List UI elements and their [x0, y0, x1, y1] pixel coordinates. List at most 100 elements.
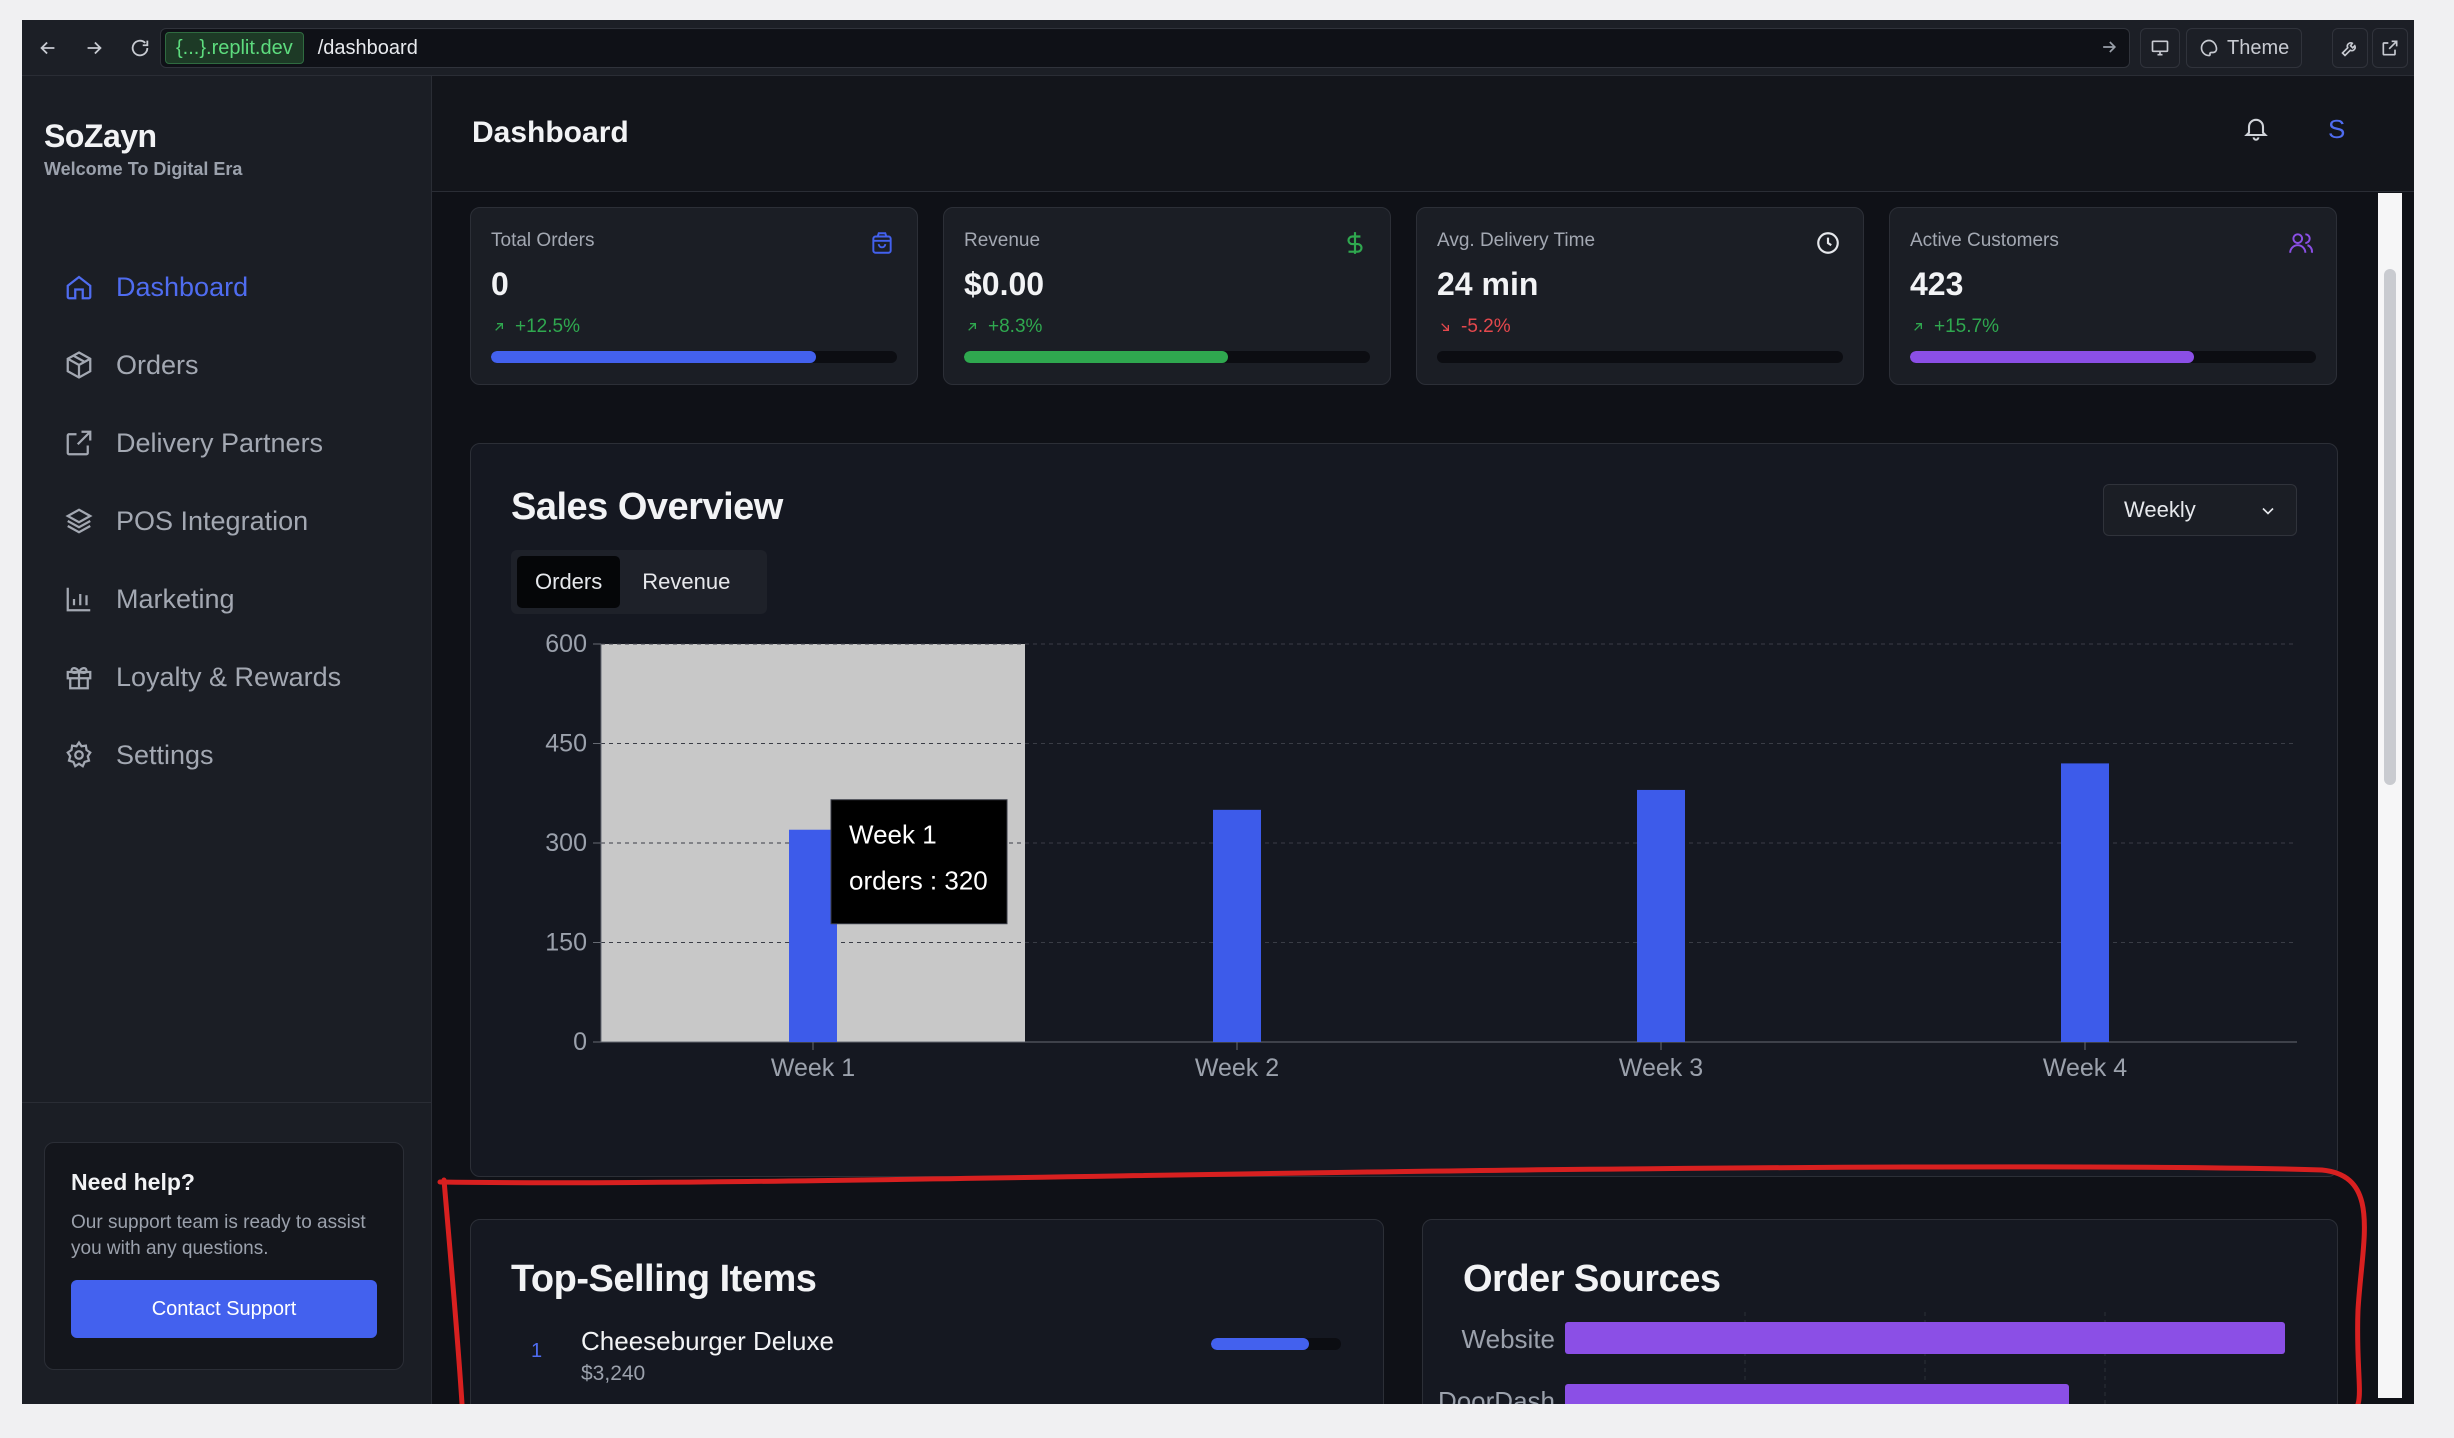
- open-new-tab-button[interactable]: [2372, 28, 2408, 68]
- bar-week-2: [1213, 809, 1261, 1042]
- trend-up-icon: [968, 323, 976, 331]
- tab-revenue[interactable]: Revenue: [642, 569, 731, 594]
- order-sources-chart: Website DoorDash: [1438, 1312, 2285, 1404]
- sidebar-item-label: Loyalty & Rewards: [116, 661, 342, 692]
- sales-title: Sales Overview: [511, 486, 783, 528]
- help-title: Need help?: [71, 1169, 195, 1195]
- tools-button[interactable]: [2332, 28, 2368, 68]
- source-bar: [1565, 1322, 2285, 1354]
- external-link-icon: [62, 426, 96, 460]
- stat-card-total-orders: Total Orders 0 +12.5%: [470, 207, 918, 385]
- x-tick-label: Week 2: [1195, 1054, 1279, 1082]
- top-selling-title: Top-Selling Items: [511, 1258, 817, 1300]
- sidebar-item-dashboard[interactable]: Dashboard: [22, 248, 432, 326]
- devtools-button[interactable]: [2140, 28, 2180, 68]
- sidebar-item-delivery-partners[interactable]: Delivery Partners: [22, 404, 432, 482]
- y-tick-label: 150: [545, 929, 587, 957]
- back-arrow-icon[interactable]: [28, 28, 68, 68]
- stat-label: Avg. Delivery Time: [1437, 230, 1596, 251]
- bar-week-4: [2061, 763, 2109, 1042]
- brand: SoZayn Welcome To Digital Era: [44, 118, 242, 180]
- y-tick-label: 300: [545, 829, 587, 857]
- y-tick-label: 600: [545, 634, 587, 658]
- sidebar-item-label: Marketing: [116, 583, 235, 614]
- sidebar: SoZayn Welcome To Digital Era Dashboard …: [22, 76, 432, 1404]
- stat-progress: [1437, 351, 1843, 363]
- item-share-bar: [1211, 1338, 1341, 1350]
- tooltip-value: orders : 320: [849, 866, 988, 896]
- home-icon: [62, 270, 96, 304]
- palette-icon: [2200, 39, 2218, 57]
- stat-progress: [1910, 351, 2316, 363]
- stat-progress: [491, 351, 897, 363]
- forward-arrow-icon[interactable]: [74, 28, 114, 68]
- scrollbar-thumb[interactable]: [2384, 269, 2396, 785]
- go-arrow-icon[interactable]: [2099, 37, 2119, 62]
- chart-tabs: Orders Revenue: [511, 550, 767, 614]
- contact-support-button[interactable]: Contact Support: [71, 1280, 377, 1338]
- external-link-icon: [2382, 40, 2398, 56]
- stat-change-value: +15.7%: [1934, 316, 1999, 337]
- item-price: $3,240: [581, 1362, 646, 1385]
- stat-value: 24 min: [1437, 266, 1539, 302]
- url-path: /dashboard: [317, 36, 418, 59]
- package-icon: [62, 348, 96, 382]
- scrollbar[interactable]: [2378, 193, 2402, 1398]
- sidebar-nav: Dashboard Orders Delivery Partners POS I…: [22, 248, 432, 794]
- bar-week-1: [789, 829, 837, 1042]
- sidebar-item-loyalty-rewards[interactable]: Loyalty & Rewards: [22, 638, 432, 716]
- trend-up-icon: [495, 323, 503, 331]
- stat-change: -5.2%: [1437, 316, 1511, 338]
- help-text: Our support team is ready to assist you …: [71, 1212, 366, 1259]
- browser-window: {...}.replit.dev /dashboard Theme SoZayn…: [22, 20, 2414, 1404]
- period-select-value: Weekly: [2124, 497, 2196, 522]
- brand-name: SoZayn: [44, 118, 157, 154]
- period-select[interactable]: Weekly: [2103, 484, 2297, 536]
- item-name: Cheeseburger Deluxe: [581, 1326, 834, 1356]
- sidebar-item-label: Dashboard: [116, 271, 249, 302]
- stat-progress: [964, 351, 1370, 363]
- dollar-icon: [1342, 230, 1368, 261]
- sidebar-item-orders[interactable]: Orders: [22, 326, 432, 404]
- order-sources-title: Order Sources: [1463, 1258, 1721, 1300]
- stat-change-value: +12.5%: [515, 316, 580, 337]
- order-sources-card: Order Sources Website DoorDash: [1422, 1219, 2338, 1404]
- browser-toolbar: {...}.replit.dev /dashboard Theme: [22, 20, 2414, 76]
- stat-label: Active Customers: [1910, 230, 2059, 251]
- sidebar-item-settings[interactable]: Settings: [22, 716, 432, 794]
- bar-week-3: [1637, 789, 1685, 1042]
- avatar[interactable]: S: [2328, 114, 2346, 144]
- trend-down-icon: [1441, 323, 1449, 331]
- sidebar-item-marketing[interactable]: Marketing: [22, 560, 432, 638]
- stat-change-value: +8.3%: [988, 316, 1043, 337]
- tab-orders[interactable]: Orders: [517, 556, 621, 608]
- y-tick-label: 450: [545, 730, 587, 758]
- theme-button[interactable]: Theme: [2186, 28, 2303, 68]
- reload-icon[interactable]: [120, 28, 160, 68]
- stat-change-value: -5.2%: [1461, 316, 1511, 337]
- trend-up-icon: [1914, 323, 1922, 331]
- source-label: Website: [1462, 1324, 1555, 1354]
- stat-change: +12.5%: [491, 316, 580, 338]
- x-tick-label: Week 3: [1619, 1054, 1703, 1082]
- x-tick-label: Week 1: [771, 1054, 855, 1082]
- sidebar-item-pos-integration[interactable]: POS Integration: [22, 482, 432, 560]
- bell-icon[interactable]: [2242, 114, 2270, 147]
- y-tick-label: 0: [573, 1028, 587, 1056]
- clock-icon: [1815, 230, 1841, 261]
- sidebar-item-label: Settings: [116, 739, 214, 770]
- sidebar-divider: [22, 1102, 432, 1103]
- stat-value: 0: [491, 266, 509, 302]
- source-bar: [1565, 1384, 2069, 1404]
- stat-label: Total Orders: [491, 230, 595, 251]
- stat-label: Revenue: [964, 230, 1041, 251]
- stat-card-revenue: Revenue $0.00 +8.3%: [943, 207, 1391, 385]
- address-bar[interactable]: {...}.replit.dev /dashboard: [160, 28, 2130, 68]
- stat-change: +15.7%: [1910, 316, 1999, 338]
- bar-chart-icon: [62, 582, 96, 616]
- stat-card-avg-delivery-time: Avg. Delivery Time 24 min -5.2%: [1416, 207, 1864, 385]
- item-rank: 1: [531, 1340, 543, 1362]
- sales-overview-card: Sales Overview Weekly Orders Revenue 0 15…: [470, 443, 2338, 1177]
- sidebar-item-label: Orders: [116, 349, 199, 380]
- sidebar-item-label: POS Integration: [116, 505, 309, 536]
